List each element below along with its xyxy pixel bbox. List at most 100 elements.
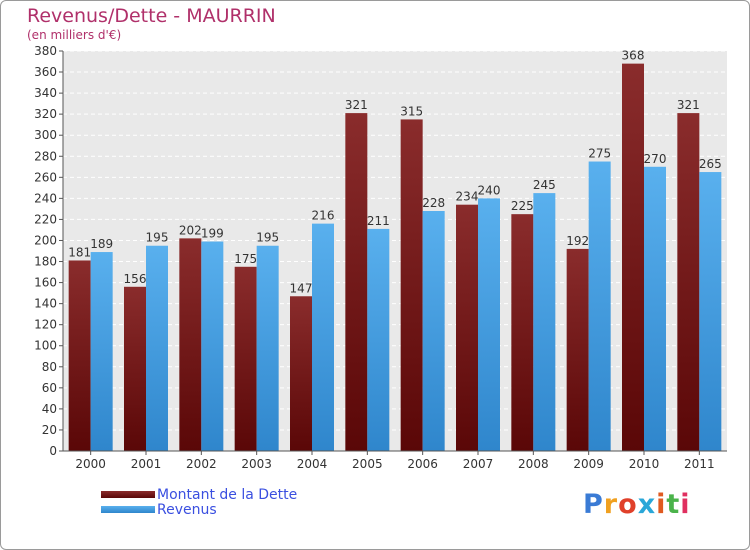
y-tick-label: 120 bbox=[34, 318, 57, 332]
bar-revenus bbox=[201, 241, 224, 451]
data-label-debt: 321 bbox=[345, 98, 368, 112]
logo-letter: i bbox=[680, 489, 691, 520]
bar-debt bbox=[566, 248, 589, 451]
logo-letter: x bbox=[637, 489, 657, 520]
y-tick-label: 60 bbox=[42, 381, 57, 395]
x-tick-label: 2005 bbox=[352, 457, 383, 471]
x-tick-label: 2010 bbox=[629, 457, 660, 471]
data-label-debt: 368 bbox=[622, 49, 645, 63]
data-label-revenus: 245 bbox=[533, 178, 556, 192]
data-label-revenus: 195 bbox=[146, 231, 169, 245]
chart-title: Revenus/Dette - MAURRIN bbox=[27, 5, 276, 27]
data-label-debt: 147 bbox=[290, 281, 313, 295]
legend-label-revenus: Revenus bbox=[157, 501, 217, 518]
data-label-revenus: 195 bbox=[256, 231, 279, 245]
bar-debt bbox=[179, 238, 202, 451]
bar-debt bbox=[68, 260, 91, 451]
plot-area-background bbox=[63, 51, 727, 451]
y-tick-label: 340 bbox=[34, 86, 57, 100]
y-tick-label: 0 bbox=[49, 444, 57, 458]
x-tick-label: 2001 bbox=[131, 457, 162, 471]
bar-debt bbox=[234, 266, 257, 451]
x-tick-label: 2003 bbox=[241, 457, 272, 471]
bar-debt bbox=[456, 204, 478, 451]
data-label-revenus: 270 bbox=[644, 152, 667, 166]
logo-letter: i bbox=[656, 489, 667, 520]
data-label-revenus: 211 bbox=[367, 214, 390, 228]
data-label-debt: 156 bbox=[124, 272, 147, 286]
data-label-revenus: 228 bbox=[422, 196, 445, 210]
y-tick-label: 380 bbox=[34, 44, 57, 58]
bar-revenus bbox=[588, 161, 611, 452]
data-label-debt: 202 bbox=[179, 223, 202, 237]
chart-subtitle: (en milliers d'€) bbox=[27, 28, 122, 42]
y-tick-label: 100 bbox=[34, 339, 57, 353]
y-tick-label: 360 bbox=[34, 65, 57, 79]
x-tick-label: 2011 bbox=[684, 457, 715, 471]
proxiti-logo: Proxiti bbox=[583, 489, 691, 520]
bar-debt bbox=[677, 113, 700, 452]
y-tick-label: 280 bbox=[34, 149, 57, 163]
bar-debt bbox=[124, 286, 146, 451]
data-label-revenus: 240 bbox=[478, 183, 501, 197]
bar-revenus bbox=[699, 172, 722, 452]
y-tick-label: 140 bbox=[34, 297, 57, 311]
y-tick-label: 80 bbox=[42, 360, 57, 374]
bar-revenus bbox=[146, 245, 168, 451]
data-label-debt: 175 bbox=[234, 252, 257, 266]
data-label-debt: 234 bbox=[456, 190, 479, 204]
legend-item-revenus: Revenus bbox=[101, 502, 297, 517]
logo-letter: o bbox=[618, 489, 638, 520]
y-tick-label: 20 bbox=[42, 423, 57, 437]
bar-debt bbox=[345, 113, 368, 452]
bar-debt bbox=[400, 119, 423, 451]
data-label-debt: 225 bbox=[511, 199, 534, 213]
data-label-debt: 321 bbox=[677, 98, 700, 112]
data-label-debt: 315 bbox=[400, 104, 423, 118]
x-tick-label: 2007 bbox=[463, 457, 494, 471]
y-tick-label: 320 bbox=[34, 107, 57, 121]
bar-revenus bbox=[367, 228, 390, 451]
legend: Montant de la Dette Revenus bbox=[101, 487, 297, 517]
logo-letter: t bbox=[666, 489, 681, 520]
logo-letter: P bbox=[583, 489, 604, 520]
x-tick-label: 2002 bbox=[186, 457, 217, 471]
logo-letter: r bbox=[603, 489, 619, 520]
x-axis-ticks: 2000 2001 2002 2003 2004 2005 2006 2007 2008 2009… bbox=[63, 450, 727, 471]
bar-revenus bbox=[533, 193, 556, 451]
legend-label-debt: Montant de la Dette bbox=[157, 486, 298, 503]
x-tick-label: 2004 bbox=[297, 457, 328, 471]
bar-revenus bbox=[90, 252, 113, 451]
bar-debt bbox=[511, 214, 534, 451]
y-tick-label: 260 bbox=[34, 170, 57, 184]
y-tick-label: 200 bbox=[34, 233, 57, 247]
data-label-revenus: 275 bbox=[588, 147, 611, 161]
y-tick-label: 300 bbox=[34, 128, 57, 142]
bar-revenus bbox=[644, 166, 666, 451]
data-label-revenus: 199 bbox=[201, 227, 224, 241]
bar-chart: 0 20 40 60 80 100 120 140 160 180 200 220 240 260 280 3… bbox=[34, 44, 727, 471]
legend-item-debt: Montant de la Dette bbox=[101, 487, 297, 502]
data-label-revenus: 189 bbox=[90, 237, 113, 251]
legend-swatch-revenus bbox=[101, 506, 155, 513]
data-label-revenus: 216 bbox=[312, 209, 335, 223]
bar-revenus bbox=[422, 211, 445, 451]
bar-revenus bbox=[312, 223, 334, 451]
y-tick-label: 40 bbox=[42, 402, 57, 416]
bar-revenus bbox=[256, 245, 279, 451]
x-tick-label: 2009 bbox=[573, 457, 604, 471]
grid-lines bbox=[63, 50, 727, 452]
data-label-revenus: 265 bbox=[699, 157, 722, 171]
y-axis-ticks: 0 20 40 60 80 100 120 140 160 180 200 220 240 260 280 3… bbox=[34, 44, 64, 458]
x-tick-label: 2006 bbox=[407, 457, 438, 471]
bar-debt bbox=[290, 296, 312, 451]
x-tick-label: 2008 bbox=[518, 457, 549, 471]
data-label-debt: 192 bbox=[566, 234, 589, 248]
y-tick-label: 220 bbox=[34, 212, 57, 226]
y-tick-label: 160 bbox=[34, 276, 57, 290]
bar-revenus bbox=[478, 198, 500, 451]
bar-debt bbox=[622, 63, 644, 451]
x-tick-label: 2000 bbox=[75, 457, 106, 471]
data-label-debt: 181 bbox=[68, 245, 91, 259]
